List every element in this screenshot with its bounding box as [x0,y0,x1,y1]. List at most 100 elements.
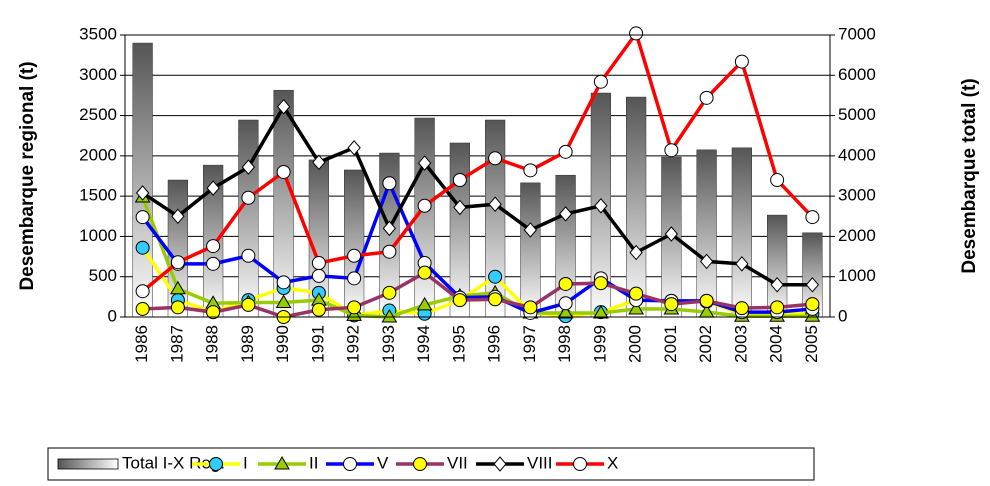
marker [170,255,185,270]
y2-tick-label: 5000 [838,105,876,124]
y-tick-label: 1000 [79,226,117,245]
marker [206,180,220,196]
marker [206,305,221,320]
legend-label: Total I-X Reg. [122,453,225,472]
bar [238,119,259,318]
marker [734,54,749,69]
marker [558,206,573,222]
legend-label: VIII [527,453,553,472]
marker [770,300,785,315]
y-tick-label: 0 [108,306,117,325]
marker [488,269,503,284]
marker [417,155,432,171]
marker [347,300,362,315]
x-tick-label: 2001 [661,325,680,363]
marker [311,268,326,283]
marker [558,276,573,291]
bar [555,174,576,318]
y-tick-label: 2000 [79,145,117,164]
x-tick-label: 1998 [555,325,574,363]
x-tick-label: 1996 [485,325,504,363]
x-tick-label: 1993 [379,325,398,363]
marker [241,159,256,175]
x-tick-label: 2005 [802,325,821,363]
marker [135,284,150,299]
y2-tick-label: 1000 [838,266,876,285]
x-tick-label: 1987 [167,325,186,363]
marker [382,285,397,300]
marker [206,256,221,271]
marker [276,98,291,115]
bar [520,182,541,318]
marker [453,199,467,216]
line [141,29,814,293]
line [141,103,813,287]
x-tick-label: 2004 [767,325,786,363]
marker [488,151,503,166]
marker [275,294,292,308]
marker [347,140,361,156]
marker [312,154,326,171]
y-tick-label: 3500 [79,24,117,43]
x-tick-label: 2000 [626,325,645,363]
y2-tick-label: 4000 [838,145,876,164]
bar [132,42,153,318]
bar [731,147,752,318]
bar [696,149,717,318]
marker [594,198,608,214]
marker [135,301,150,316]
y2-tick-label: 2000 [838,226,876,245]
marker [770,277,784,293]
marker [276,164,291,179]
marker [805,210,820,225]
legend-label: V [377,453,389,472]
x-tick-label: 2003 [731,325,750,363]
y2-tick-label: 3000 [838,186,876,205]
marker [416,296,433,311]
marker [135,240,150,255]
marker [417,198,432,213]
marker [382,176,397,191]
y2-tick-label: 7000 [838,24,876,43]
marker [699,293,714,308]
y2-tick-label: 6000 [838,65,876,84]
y2-axis-title: Desembarque total (t) [959,78,980,273]
x-tick-label: 1999 [590,325,609,363]
marker [170,300,185,315]
marker [558,144,573,159]
x-tick-label: 1997 [520,325,539,363]
legend-marker [343,457,357,471]
marker [593,74,608,89]
y-tick-label: 1500 [79,186,117,205]
marker [523,300,538,315]
marker [241,248,256,263]
marker [382,244,397,259]
marker [381,309,398,323]
marker [206,239,221,254]
y-tick-label: 3000 [79,65,117,84]
y2-tick-label: 0 [838,306,847,325]
x-tick-label: 1986 [132,325,151,363]
marker [523,163,538,178]
x-tick-label: 1989 [238,325,257,363]
marker [734,301,749,316]
marker [629,26,644,41]
marker [805,297,820,312]
legend-label: I [243,453,248,472]
marker [805,277,820,293]
x-tick-label: 1992 [344,325,363,363]
marker [557,304,574,319]
marker [699,90,714,105]
legend-swatch [57,458,119,470]
marker [170,280,186,295]
marker [664,143,679,158]
marker [171,208,185,225]
plot-frame [124,34,831,318]
legend-marker [209,457,223,471]
marker [135,210,150,225]
marker [276,275,291,290]
marker [770,173,785,188]
y-tick-label: 500 [89,266,117,285]
marker [382,220,397,237]
